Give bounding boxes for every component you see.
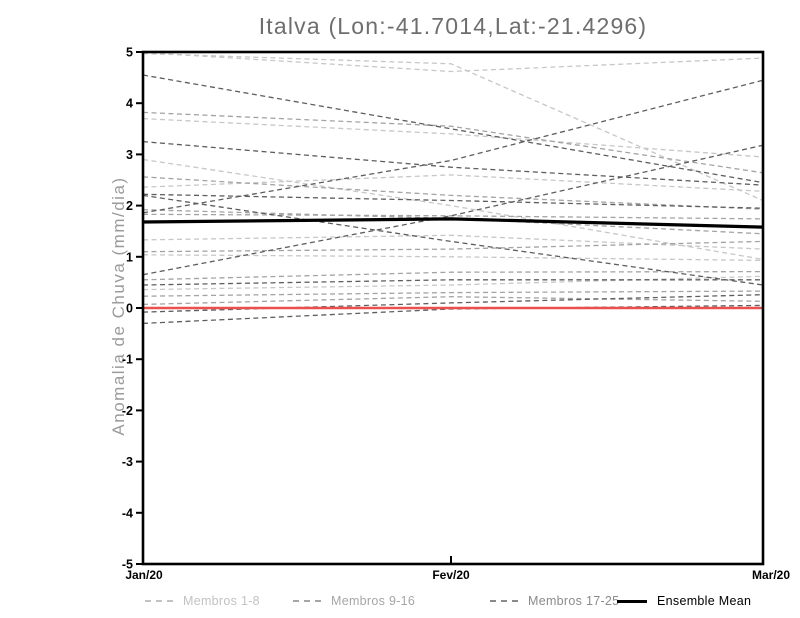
member-line [143,194,763,286]
legend-item: Membros 9-16 [293,593,415,609]
solid-line-sample-icon [617,599,647,603]
member-line [143,111,763,174]
dashed-line-sample-icon [293,600,321,602]
member-line [143,74,763,184]
x-tick-label: Fev/20 [432,568,470,582]
dashed-line-sample-icon [145,600,173,602]
x-tick-label: Jan/20 [125,568,163,582]
y-tick-label: 4 [126,97,133,111]
legend-label: Membros 1-8 [183,594,260,608]
member-line [143,240,763,253]
y-tick-label: 2 [126,199,133,213]
legend-label: Membros 17-25 [528,594,620,608]
member-line [143,254,763,262]
member-line [143,52,763,73]
legend-item: Membros 17-25 [490,593,619,609]
y-tick-label: -4 [122,506,133,520]
y-tick-label: -5 [122,558,133,572]
member-line [143,270,763,281]
legend: Membros 1-8 Membros 9-16 Membros 17-25 Ense… [0,593,800,611]
member-line [143,279,763,286]
member-line [143,234,763,250]
member-line [143,144,763,276]
member-line [143,79,763,214]
legend-item: Membros 1-8 [145,593,260,609]
y-tick-label: -2 [122,404,133,418]
y-tick-label: 1 [126,250,133,264]
member-line [143,140,763,186]
legend-label: Ensemble Mean [657,594,752,608]
y-tick-label: 0 [126,302,133,316]
member-line [143,158,763,261]
member-line [143,290,763,297]
member-line [143,174,763,192]
member-line [143,176,763,210]
chart-title: Italva (Lon:-41.7014,Lat:-21.4296) [258,13,648,39]
y-tick-label: -1 [122,353,133,367]
ensemble-mean-line [143,217,763,229]
legend-label: Membros 9-16 [331,594,416,608]
legend-item: Ensemble Mean [617,593,751,609]
y-tick-label: -3 [122,455,133,469]
x-tick-label: Mar/20 [752,568,790,582]
member-line [143,193,763,209]
dashed-line-sample-icon [490,600,518,602]
member-line [143,213,763,220]
member-line [143,296,763,306]
member-line [143,117,763,158]
y-tick-label: 3 [126,148,133,162]
member-line [143,52,763,202]
y-tick-label: 5 [126,46,133,60]
member-line [143,275,763,291]
